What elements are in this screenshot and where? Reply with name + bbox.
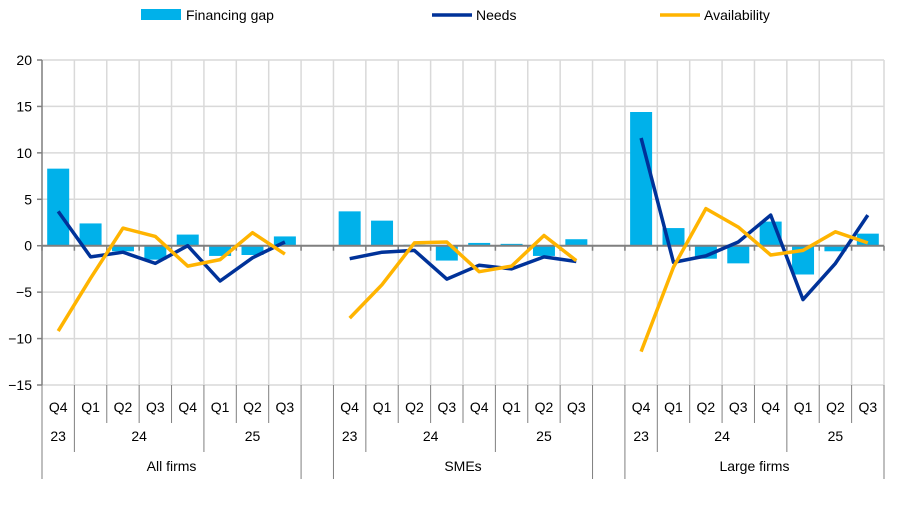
- bar-financing-gap: [338, 211, 361, 246]
- quarter-label: Q4: [340, 399, 359, 415]
- line-needs-all-firms: [56, 210, 286, 283]
- series-lines: [56, 137, 870, 353]
- quarter-label: Q4: [470, 399, 489, 415]
- year-label: 23: [633, 428, 649, 444]
- quarter-label: Q2: [243, 399, 262, 415]
- bar-financing-gap: [824, 245, 847, 252]
- y-tick-label: 20: [16, 52, 32, 68]
- y-tick-label: 10: [16, 145, 32, 161]
- line-needs-smes: [349, 248, 577, 281]
- y-tick-label: −10: [8, 331, 32, 347]
- bar-financing-gap: [273, 236, 296, 246]
- quarter-label: Q2: [826, 399, 845, 415]
- quarter-label: Q1: [664, 399, 683, 415]
- year-label: 25: [245, 428, 261, 444]
- quarter-label: Q1: [502, 399, 521, 415]
- quarter-label: Q3: [146, 399, 165, 415]
- year-label: 23: [50, 428, 66, 444]
- quarter-label: Q1: [794, 399, 813, 415]
- y-tick-label: 0: [24, 238, 32, 254]
- year-label: 25: [828, 428, 844, 444]
- line-availability-large-firms: [639, 206, 869, 353]
- bar-financing-gap: [241, 245, 264, 255]
- bar-financing-gap: [144, 245, 167, 260]
- bar-financing-gap: [371, 220, 394, 246]
- bar-financing-gap: [79, 223, 102, 246]
- y-tick-label: 15: [16, 98, 32, 114]
- quarter-label: Q1: [81, 399, 100, 415]
- y-axis: 20 15 10 5 0 −5 −10 −15: [8, 52, 43, 393]
- quarter-label: Q2: [535, 399, 554, 415]
- gridlines: [42, 59, 885, 386]
- bar-financing-gap: [532, 245, 555, 256]
- quarter-label: Q4: [178, 399, 197, 415]
- quarter-label: Q3: [437, 399, 456, 415]
- quarter-label: Q3: [729, 399, 748, 415]
- bar-financing-gap: [435, 245, 458, 261]
- legend-label-availability: Availability: [704, 7, 770, 23]
- quarter-label: Q4: [632, 399, 651, 415]
- quarter-label: Q4: [49, 399, 68, 415]
- line-availability-smes: [348, 233, 578, 320]
- y-tick-label: −15: [8, 377, 32, 393]
- line-availability-all-firms: [56, 226, 286, 333]
- bar-financing-gap: [47, 168, 70, 246]
- year-label: 25: [536, 428, 552, 444]
- bar-financing-gap: [630, 112, 653, 246]
- legend-label-financing-gap: Financing gap: [186, 7, 274, 23]
- quarter-label: Q2: [114, 399, 133, 415]
- legend-swatch-financing-gap: [141, 9, 181, 20]
- legend: Financing gap Needs Availability: [141, 7, 770, 23]
- y-tick-label: −5: [16, 284, 32, 300]
- bar-financing-gap: [176, 234, 199, 246]
- quarter-label: Q3: [276, 399, 295, 415]
- bar-financing-gap: [727, 245, 750, 264]
- quarter-label: Q1: [373, 399, 392, 415]
- year-label: 23: [342, 428, 358, 444]
- quarter-label: Q2: [405, 399, 424, 415]
- legend-label-needs: Needs: [476, 7, 516, 23]
- line-needs-large-firms: [639, 137, 870, 302]
- year-label: 24: [423, 428, 439, 444]
- y-tick-label: 5: [24, 191, 32, 207]
- year-label: 24: [714, 428, 730, 444]
- bar-financing-gap: [468, 242, 491, 246]
- quarter-label: Q4: [761, 399, 780, 415]
- bar-financing-gap: [209, 245, 232, 256]
- quarter-label: Q2: [697, 399, 716, 415]
- quarter-label: Q1: [211, 399, 230, 415]
- x-axis: Q4 Q1 Q2 Q3 Q4 Q1 Q2 Q3 23 24 25 All firms Q4 Q1 Q2 Q3 Q…: [41, 385, 885, 479]
- group-label: SMEs: [444, 458, 481, 474]
- bar-financing-gap: [565, 239, 588, 246]
- bar-financing-gap: [111, 245, 134, 252]
- group-label: All firms: [147, 458, 197, 474]
- year-label: 24: [131, 428, 147, 444]
- group-label: Large firms: [719, 458, 789, 474]
- quarter-label: Q3: [567, 399, 586, 415]
- quarter-label: Q3: [858, 399, 877, 415]
